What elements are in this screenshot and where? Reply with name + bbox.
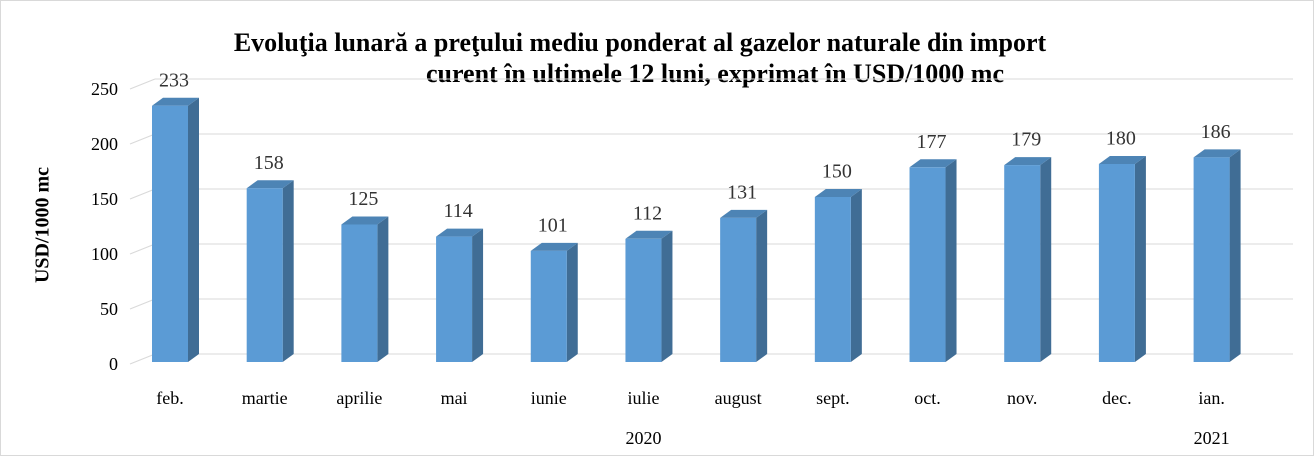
bar-top bbox=[814, 189, 862, 197]
grid-line bbox=[129, 188, 156, 200]
bar-side bbox=[661, 230, 673, 362]
grid-line bbox=[129, 133, 156, 145]
chart-title: Evoluţia lunară a preţului mediu pondera… bbox=[234, 28, 1047, 57]
bar bbox=[1098, 164, 1135, 362]
value-label: 114 bbox=[443, 200, 472, 222]
x-tick-label: dec. bbox=[1102, 388, 1131, 408]
value-label: 177 bbox=[917, 131, 947, 153]
value-label: 186 bbox=[1201, 121, 1231, 143]
bar bbox=[1193, 157, 1230, 362]
bar-top bbox=[436, 228, 484, 237]
x-tick-label: mai bbox=[441, 388, 468, 408]
x-group-label: 2020 bbox=[625, 428, 661, 448]
y-tick-label: 150 bbox=[91, 189, 118, 209]
bar bbox=[814, 197, 851, 362]
bar bbox=[341, 224, 378, 362]
y-tick-label: 200 bbox=[91, 134, 118, 154]
bar-side bbox=[566, 242, 578, 362]
value-label: 131 bbox=[727, 181, 757, 203]
value-label: 101 bbox=[538, 214, 568, 236]
bar-side bbox=[756, 209, 768, 362]
bar bbox=[909, 167, 946, 362]
bar-top bbox=[1193, 149, 1241, 158]
x-tick-label: aprilie bbox=[336, 388, 382, 408]
value-label: 125 bbox=[348, 188, 378, 210]
x-tick-label: oct. bbox=[914, 388, 941, 408]
bar bbox=[152, 105, 188, 362]
bar-top bbox=[625, 230, 673, 239]
bar-side bbox=[282, 180, 294, 362]
bar bbox=[436, 236, 473, 362]
value-label: 179 bbox=[1011, 129, 1041, 151]
bar-top bbox=[530, 242, 578, 251]
x-tick-label: august bbox=[715, 388, 762, 408]
bar bbox=[1004, 165, 1041, 362]
grid-line bbox=[129, 298, 156, 310]
y-tick-label: 0 bbox=[109, 354, 118, 374]
bar bbox=[625, 238, 662, 362]
bar-side bbox=[472, 228, 484, 362]
value-label: 150 bbox=[822, 161, 852, 183]
x-tick-label: nov. bbox=[1007, 388, 1037, 408]
bar-top bbox=[1098, 156, 1146, 164]
value-label: 158 bbox=[254, 152, 284, 174]
grid-line bbox=[129, 78, 156, 90]
bar bbox=[530, 250, 567, 362]
bar-side bbox=[377, 216, 389, 362]
x-tick-label: feb. bbox=[156, 388, 183, 408]
x-group-label: 2021 bbox=[1194, 428, 1230, 448]
y-tick-label: 100 bbox=[91, 244, 118, 264]
bar-side bbox=[1134, 156, 1146, 362]
value-label: 180 bbox=[1106, 128, 1136, 150]
x-tick-label: martie bbox=[242, 388, 288, 408]
bar-side bbox=[945, 159, 957, 362]
y-tick-label: 50 bbox=[100, 299, 118, 319]
grid-line bbox=[129, 353, 156, 365]
bar-top bbox=[720, 209, 768, 218]
bar-top bbox=[909, 159, 957, 168]
bar-side bbox=[1040, 157, 1052, 362]
grid-line bbox=[129, 243, 156, 255]
value-label: 112 bbox=[633, 202, 662, 224]
y-tick-label: 250 bbox=[91, 79, 118, 99]
x-tick-label: iunie bbox=[531, 388, 567, 408]
value-label: 233 bbox=[159, 69, 189, 91]
x-tick-label: iulie bbox=[627, 388, 659, 408]
bar-top bbox=[1004, 157, 1052, 166]
x-tick-label: ian. bbox=[1198, 388, 1225, 408]
bar-side bbox=[188, 97, 199, 362]
bar bbox=[720, 217, 757, 362]
bar-top bbox=[341, 216, 389, 225]
x-tick-label: sept. bbox=[816, 388, 850, 408]
bar-top bbox=[246, 180, 294, 189]
bar-side bbox=[850, 189, 862, 362]
y-axis-label: USD/1000 mc bbox=[32, 167, 54, 283]
bar-top bbox=[152, 97, 199, 106]
bar bbox=[246, 188, 283, 362]
bar-side bbox=[1229, 149, 1241, 362]
chart-title: curent în ultimele 12 luni, exprimat în … bbox=[426, 59, 1004, 88]
